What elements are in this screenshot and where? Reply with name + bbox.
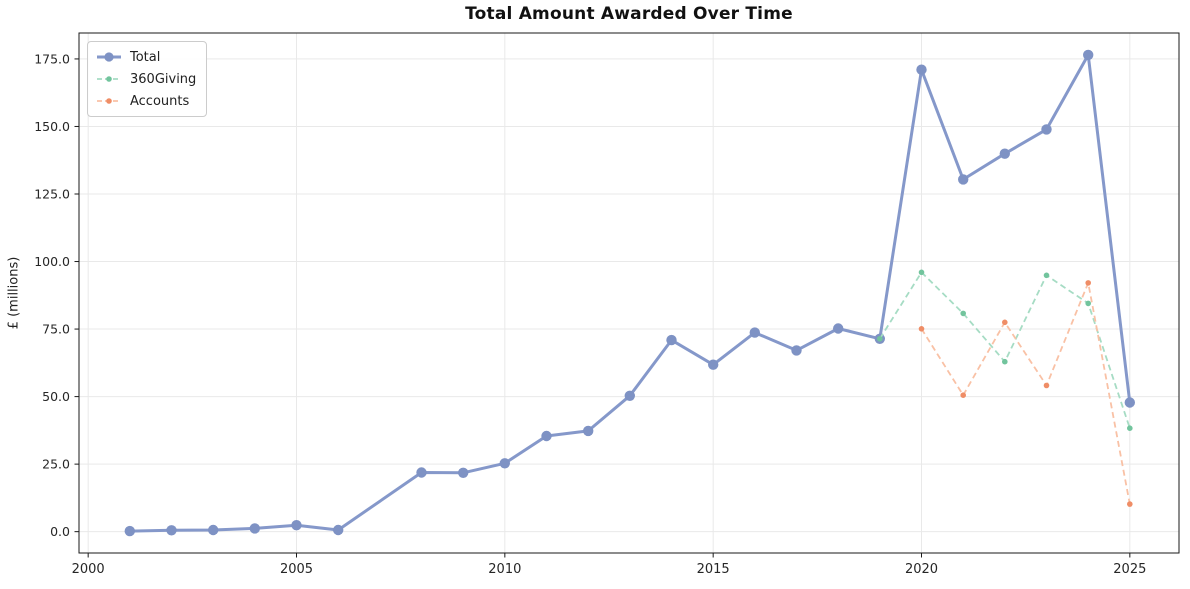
series-point-total [791,345,802,356]
series-line-360giving [879,271,1131,429]
y-tick-label: 0.0 [50,524,70,539]
series-point-360giving [1085,300,1091,307]
series-point-360giving [918,269,925,276]
x-tick-label: 2000 [72,562,105,577]
y-tick-label: 75.0 [42,322,70,337]
series-point-total [749,327,760,338]
legend-label-accounts: Accounts [130,93,190,109]
legend-sample-360giving-icon [97,76,121,82]
series-point-accounts [960,392,966,399]
series-point-total [541,430,552,442]
series-360giving [877,269,1133,432]
series-line-accounts [920,282,1131,505]
series-point-total [208,524,219,536]
series-point-total [1083,49,1094,61]
series-point-360giving [1043,272,1050,279]
series-point-accounts [1043,382,1050,389]
series-point-total [333,524,344,536]
legend-item-accounts: Accounts [96,90,196,112]
series-point-accounts [1085,280,1091,286]
series-point-total [916,64,927,75]
y-tick-label: 150.0 [34,119,70,134]
series-point-total [249,523,260,534]
series-point-total [458,467,469,478]
legend-label-total: Total [130,49,161,65]
series-point-total [999,148,1010,159]
y-tick-label: 100.0 [34,254,70,269]
legend-item-total: Total [96,46,196,68]
series-point-total [416,467,427,478]
series-line-total [129,53,1132,533]
plot-border [78,32,1180,554]
series-total [124,49,1136,537]
series-point-total [1124,397,1136,408]
series-point-total [166,525,177,536]
series-point-total [708,359,719,370]
series-point-total [666,334,677,346]
series-point-total [124,525,135,537]
y-tick-label: 175.0 [34,51,70,66]
series-point-total [583,425,594,437]
y-tick-label: 50.0 [42,389,70,404]
x-tick-label: 2020 [905,562,938,577]
series-point-360giving [877,336,883,342]
series-point-accounts [1127,501,1133,507]
series-point-total [1041,124,1052,135]
series-point-total [624,390,635,401]
x-tick-label: 2005 [280,562,313,577]
legend-item-360giving: 360Giving [96,68,196,90]
series-point-360giving [1002,358,1008,365]
gridlines [79,33,1179,553]
y-tick-label: 25.0 [42,457,70,472]
series-point-accounts [1002,319,1008,326]
series-point-total [291,520,302,531]
axis-ticks: 2000 2005 2010 2015 2020 2025 0.0 25.0 50.0 75.0 1… [34,51,1146,577]
series-point-total [958,174,969,185]
y-tick-label: 125.0 [34,186,70,201]
series-accounts [918,280,1133,507]
x-tick-label: 2025 [1113,562,1146,577]
legend: Total 360Giving Accounts [87,41,208,117]
x-tick-label: 2015 [697,562,730,577]
series-point-360giving [1127,425,1133,432]
legend-sample-accounts-icon [97,98,121,104]
series-point-total [499,458,510,469]
legend-sample-total-icon [97,52,121,62]
series-point-total [833,323,844,334]
chart-title: Total Amount Awarded Over Time [465,4,793,24]
x-tick-label: 2010 [488,562,521,577]
series-point-360giving [960,310,966,317]
series-point-accounts [918,326,925,332]
legend-label-360giving: 360Giving [130,71,197,87]
